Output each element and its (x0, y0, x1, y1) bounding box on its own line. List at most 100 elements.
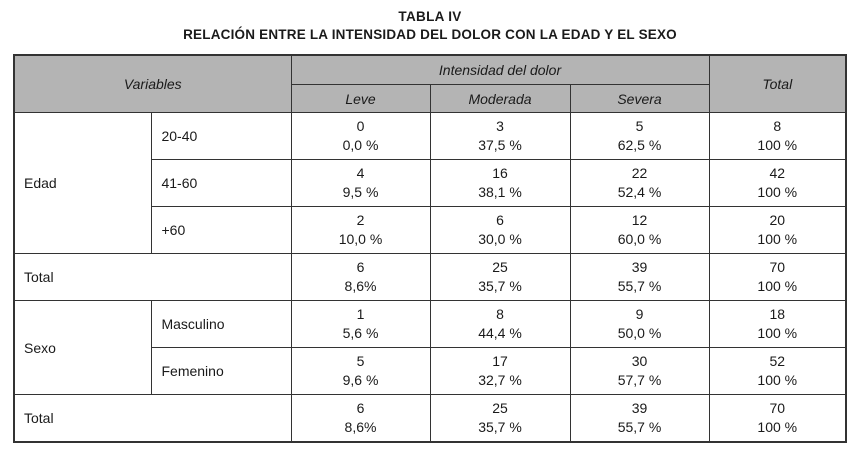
cell-count: 2 (356, 212, 365, 228)
cell-count: 30 (631, 353, 648, 369)
cell-count: 52 (769, 353, 786, 369)
header-moderada: Moderada (429, 84, 571, 113)
row-label-femenino: Femenino (151, 347, 292, 395)
cell-edad-41-60-moderada: 16 38,1 % (429, 159, 571, 207)
cell-sexo-masculino-moderada: 8 44,4 % (429, 300, 571, 348)
table-row: Femenino 5 9,6 % 17 32,7 % 30 57,7 % 52 … (14, 347, 847, 395)
cell-edad-20-40-leve: 0 0,0 % (290, 112, 431, 160)
header-leve: Leve (290, 84, 431, 113)
cell-sexo-masculino-severa: 9 50,0 % (569, 300, 710, 348)
cell-count: 6 (356, 259, 365, 275)
table-title: TABLA IV (398, 9, 462, 24)
cell-edad-60plus-severa: 12 60,0 % (569, 206, 710, 254)
cell-edad-20-40-moderada: 3 37,5 % (429, 112, 571, 160)
cell-sexo-femenino-moderada: 17 32,7 % (429, 347, 571, 395)
cell-percent: 100 % (757, 137, 798, 153)
cell-percent: 10,0 % (338, 231, 383, 247)
table-row: +60 2 10,0 % 6 30,0 % 12 60,0 % 20 100 % (14, 206, 847, 254)
table-subtitle: RELACIÓN ENTRE LA INTENSIDAD DEL DOLOR C… (183, 27, 677, 42)
cell-percent: 32,7 % (478, 372, 522, 388)
cell-edad-60plus-total: 20 100 % (708, 206, 847, 254)
cell-count: 25 (492, 259, 508, 275)
table-caption: TABLA IV RELACIÓN ENTRE LA INTENSIDAD DE… (0, 0, 860, 42)
cell-sexo-total-severa: 39 55,7 % (569, 394, 710, 443)
cell-count: 6 (356, 400, 365, 416)
cell-percent: 37,5 % (478, 137, 522, 153)
cell-edad-total-leve: 6 8,6% (290, 253, 431, 301)
cell-sexo-femenino-total: 52 100 % (708, 347, 847, 395)
row-label-masculino: Masculino (151, 300, 292, 348)
cell-count: 22 (631, 165, 648, 181)
cell-count: 0 (356, 118, 365, 134)
cell-sexo-femenino-leve: 5 9,6 % (290, 347, 431, 395)
cell-edad-41-60-total: 42 100 % (708, 159, 847, 207)
table-row-total: Total 6 8,6% 25 35,7 % 39 55,7 % 70 100 … (13, 253, 847, 301)
table-row: 41-60 4 9,5 % 16 38,1 % 22 52,4 % 42 100… (14, 159, 847, 207)
table-row: Edad 20-40 0 0,0 % 3 37,5 % 5 62,5 % 8 1… (13, 112, 847, 254)
header-variables: Variables (13, 54, 292, 113)
cell-percent: 100 % (757, 325, 798, 341)
header-severa: Severa (569, 84, 710, 113)
cell-edad-total-moderada: 25 35,7 % (429, 253, 571, 301)
cell-count: 39 (631, 259, 648, 275)
cell-edad-total-severa: 39 55,7 % (569, 253, 710, 301)
table-row: Sexo Masculino 1 5,6 % 8 44,4 % 9 50,0 %… (13, 300, 847, 395)
cell-count: 9 (635, 306, 644, 322)
cell-edad-60plus-leve: 2 10,0 % (290, 206, 431, 254)
cell-count: 8 (496, 306, 504, 322)
cell-count: 25 (492, 400, 508, 416)
cell-count: 1 (356, 306, 365, 322)
cell-percent: 0,0 % (342, 137, 379, 153)
cell-edad-41-60-severa: 22 52,4 % (569, 159, 710, 207)
cell-percent: 44,4 % (478, 325, 522, 341)
cell-percent: 100 % (757, 372, 798, 388)
cell-count: 3 (496, 118, 504, 134)
cell-percent: 50,0 % (617, 325, 662, 341)
header-intensidad: Intensidad del dolor (290, 54, 710, 85)
cell-count: 18 (769, 306, 786, 322)
cell-count: 4 (356, 165, 365, 181)
cell-count: 20 (769, 212, 786, 228)
cell-edad-41-60-leve: 4 9,5 % (290, 159, 431, 207)
header-total: Total (708, 54, 847, 113)
total-row-label-edad: Total (13, 253, 292, 301)
cell-count: 39 (631, 400, 648, 416)
cell-count: 16 (492, 165, 508, 181)
row-label-41-60: 41-60 (151, 159, 292, 207)
cell-count: 12 (631, 212, 648, 228)
row-label-20-40: 20-40 (151, 112, 292, 160)
cell-percent: 55,7 % (617, 419, 662, 435)
cell-percent: 55,7 % (617, 278, 662, 294)
cell-percent: 60,0 % (617, 231, 662, 247)
cell-percent: 8,6% (344, 278, 377, 294)
cell-percent: 9,5 % (342, 184, 379, 200)
cell-percent: 100 % (757, 184, 798, 200)
row-label-60plus: +60 (151, 206, 292, 254)
cell-sexo-femenino-severa: 30 57,7 % (569, 347, 710, 395)
cell-edad-20-40-total: 8 100 % (708, 112, 847, 160)
cell-count: 5 (635, 118, 644, 134)
cell-percent: 35,7 % (478, 278, 522, 294)
cell-count: 70 (769, 400, 786, 416)
cell-percent: 62,5 % (617, 137, 662, 153)
cell-sexo-masculino-leve: 1 5,6 % (290, 300, 431, 348)
cell-sexo-total-total: 70 100 % (708, 394, 847, 443)
cell-percent: 5,6 % (342, 325, 379, 341)
cell-sexo-total-moderada: 25 35,7 % (429, 394, 571, 443)
cell-edad-60plus-moderada: 6 30,0 % (429, 206, 571, 254)
cell-percent: 9,6 % (342, 372, 379, 388)
group-label-sexo: Sexo (13, 300, 153, 395)
cell-count: 6 (496, 212, 504, 228)
cell-sexo-total-leve: 6 8,6% (290, 394, 431, 443)
cell-percent: 100 % (757, 278, 798, 294)
table-row-total: Total 6 8,6% 25 35,7 % 39 55,7 % 70 100 … (13, 394, 847, 443)
cell-sexo-masculino-total: 18 100 % (708, 300, 847, 348)
data-table: Variables Intensidad del dolor Total Lev… (12, 54, 848, 443)
cell-percent: 8,6% (344, 419, 377, 435)
cell-count: 17 (492, 353, 508, 369)
cell-percent: 52,4 % (617, 184, 662, 200)
cell-count: 5 (356, 353, 365, 369)
cell-percent: 100 % (757, 231, 798, 247)
cell-count: 8 (773, 118, 782, 134)
cell-percent: 57,7 % (617, 372, 662, 388)
